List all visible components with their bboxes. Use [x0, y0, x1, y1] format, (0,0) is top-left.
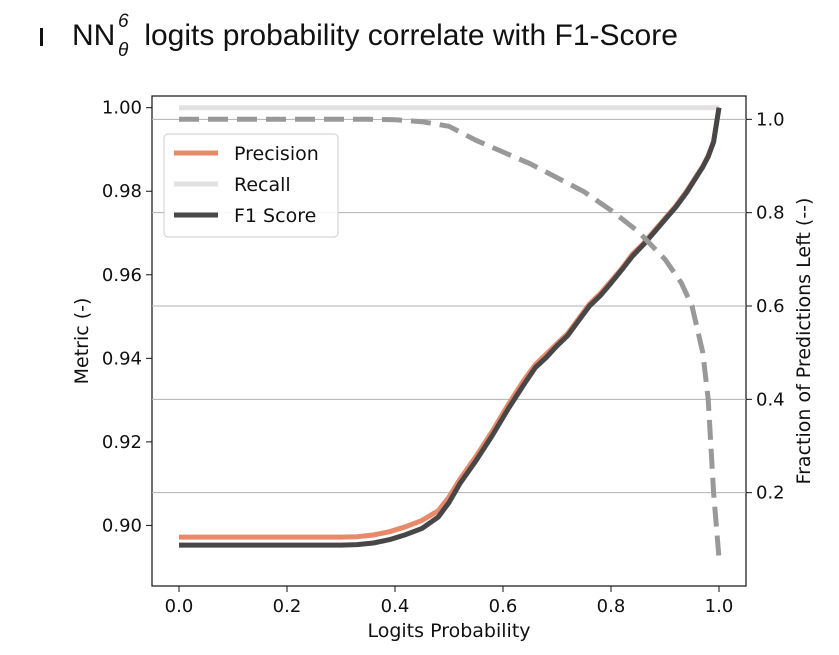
y-tick-label-5: 1.00: [102, 98, 142, 119]
title-superscript: 6: [118, 11, 129, 32]
y2-tick-label-4: 1.0: [756, 109, 785, 130]
y-tick-label-1: 0.92: [102, 432, 142, 453]
legend: Precision Recall F1 Score: [163, 133, 339, 238]
series-layer: [179, 105, 722, 559]
x-tick-label-4: 0.8: [597, 596, 626, 617]
y-axis-label: Metric (-): [71, 298, 93, 385]
y2-axis-ticks: 0.2 0.4 0.6 0.8 1.0: [746, 109, 785, 504]
legend-label-f1: F1 Score: [234, 205, 316, 227]
title-rest: logits probability correlate with F1-Sco…: [136, 19, 678, 52]
y-tick-label-4: 0.98: [102, 181, 142, 202]
x-tick-label-5: 1.0: [705, 596, 734, 617]
y2-tick-label-2: 0.6: [756, 296, 785, 317]
x-tick-label-3: 0.6: [489, 596, 518, 617]
y-tick-label-0: 0.90: [102, 515, 142, 536]
x-axis-ticks: 0.0 0.2 0.4 0.6 0.8 1.0: [165, 586, 734, 617]
x-tick-label-0: 0.0: [165, 596, 194, 617]
y2-axis-label: Fraction of Predictions Left (--): [793, 198, 815, 485]
title-subscript: θ: [118, 40, 129, 61]
y2-tick-label-0: 0.2: [756, 483, 785, 504]
legend-label-recall: Recall: [234, 174, 291, 196]
legend-label-precision: Precision: [234, 143, 319, 165]
y2-tick-label-3: 0.8: [756, 203, 785, 224]
x-tick-label-1: 0.2: [273, 596, 302, 617]
chart-title: NN 6 θ logits probability correlate with…: [40, 11, 678, 61]
title-left-edge-mark: [40, 28, 43, 46]
title-prefix: NN: [72, 19, 115, 52]
series-line-f1-score: [179, 107, 722, 548]
x-tick-label-2: 0.4: [381, 596, 410, 617]
y-axis-ticks: 0.90 0.92 0.94 0.96 0.98 1.00: [102, 98, 152, 536]
y-tick-label-2: 0.94: [102, 348, 142, 369]
series-line-fraction-predictions-left: [179, 116, 722, 559]
x-axis-label: Logits Probability: [367, 620, 530, 642]
y-tick-label-3: 0.96: [102, 265, 142, 286]
y2-tick-label-1: 0.4: [756, 389, 785, 410]
legend-box: [163, 133, 339, 238]
